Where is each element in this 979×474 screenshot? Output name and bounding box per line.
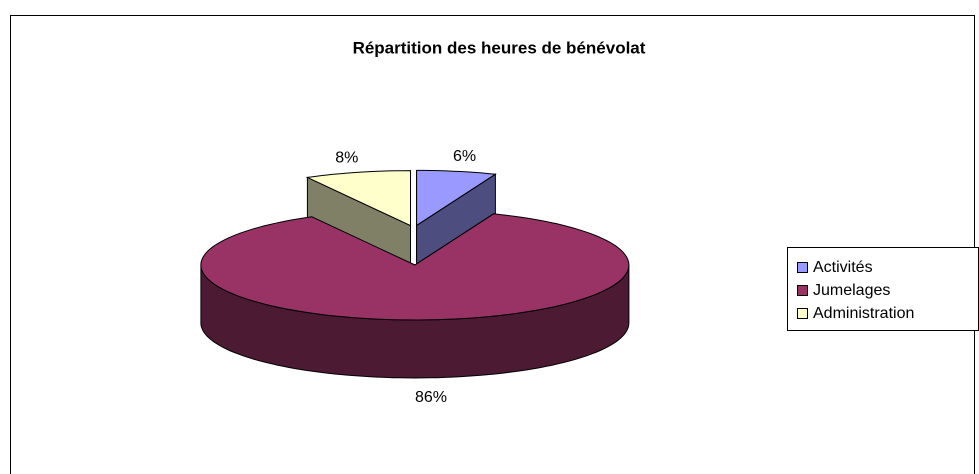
legend-label: Activités: [813, 259, 873, 276]
data-label: 86%: [415, 389, 447, 406]
slice: [416, 169, 497, 227]
data-label: 6%: [453, 148, 476, 165]
slice: [200, 213, 630, 321]
pie: 6% 86% 8%: [200, 148, 630, 406]
chart-title: Répartition des heures de bénévolat: [353, 38, 646, 57]
data-label: 8%: [335, 150, 358, 167]
legend-label: Jumelages: [813, 282, 890, 299]
legend-label: Administration: [813, 305, 914, 322]
legend-box: [787, 247, 979, 331]
legend-swatch: [797, 285, 808, 296]
legend: Activités Jumelages Administration: [797, 259, 914, 322]
legend-swatch: [797, 262, 808, 273]
slice: [305, 170, 411, 227]
legend-swatch: [797, 308, 808, 319]
